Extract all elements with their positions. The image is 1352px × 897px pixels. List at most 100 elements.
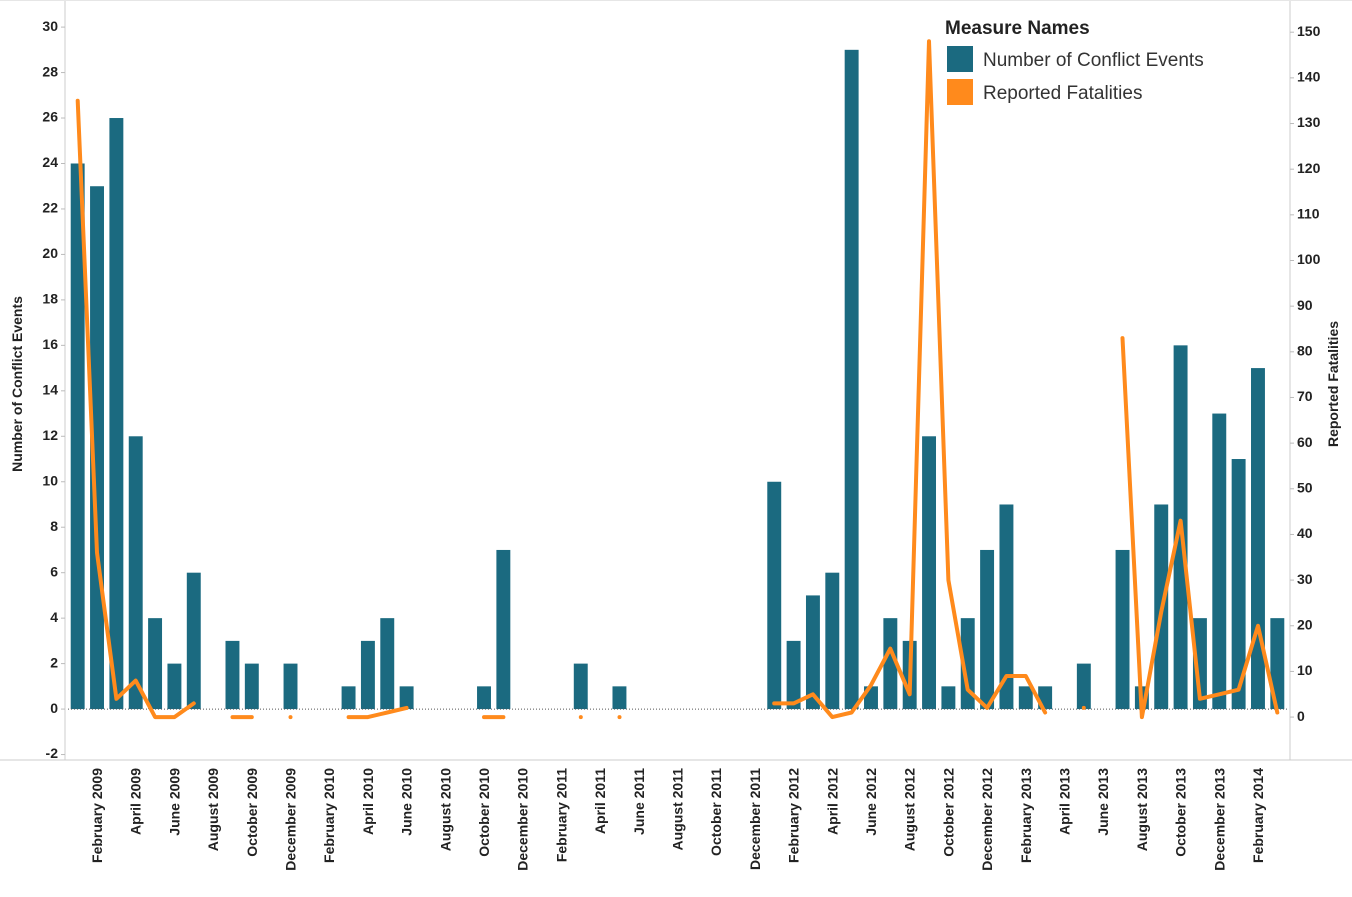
- y2-axis-title: Reported Fatalities: [1325, 321, 1341, 447]
- bar: [960, 618, 975, 710]
- y2-tick-label: 0: [1297, 708, 1305, 724]
- x-tick-label: December 2012: [979, 768, 995, 871]
- bar: [1018, 686, 1033, 710]
- bar: [1192, 618, 1207, 710]
- bar: [922, 436, 937, 710]
- x-tick-label: February 2011: [553, 768, 569, 862]
- y2-tick-label: 150: [1297, 23, 1321, 39]
- x-tick-label: February 2013: [1018, 768, 1034, 863]
- y-tick-label: 30: [42, 18, 58, 34]
- bar: [825, 572, 840, 710]
- y-tick-label: 2: [50, 654, 58, 670]
- y-tick-label: 26: [42, 109, 58, 125]
- bar: [283, 663, 298, 710]
- bar: [244, 663, 259, 710]
- x-tick-label: October 2012: [940, 768, 956, 857]
- x-tick-label: December 2013: [1211, 768, 1227, 871]
- bar: [1076, 663, 1091, 710]
- bar: [844, 49, 859, 710]
- x-tick-label: October 2011: [708, 768, 724, 856]
- bar: [1212, 413, 1227, 710]
- y-tick-label: 18: [42, 291, 58, 307]
- bar: [148, 618, 163, 710]
- x-tick-label: October 2010: [476, 768, 492, 857]
- y2-tick-label: 50: [1297, 479, 1313, 495]
- y-tick-label: 24: [42, 154, 58, 170]
- y2-tick-label: 30: [1297, 571, 1313, 587]
- bar: [70, 163, 85, 710]
- y-tick-label: 8: [50, 518, 58, 534]
- bar: [167, 663, 182, 710]
- legend-swatch: [947, 79, 973, 105]
- y-tick-label: 14: [42, 382, 58, 398]
- legend-label: Reported Fatalities: [983, 83, 1142, 104]
- y-tick-label: 28: [42, 63, 58, 79]
- bar: [786, 640, 801, 710]
- y2-tick-label: 70: [1297, 388, 1313, 404]
- x-tick-label: June 2012: [863, 768, 879, 836]
- y2-tick-label: 130: [1297, 114, 1321, 130]
- x-tick-label: June 2009: [166, 768, 182, 836]
- y2-tick-label: 100: [1297, 251, 1321, 267]
- x-tick-label: October 2013: [1173, 768, 1189, 857]
- x-tick-label: August 2010: [437, 768, 453, 851]
- y2-tick-label: 10: [1297, 662, 1313, 678]
- y2-tick-label: 90: [1297, 297, 1313, 313]
- bar: [341, 686, 356, 710]
- x-tick-label: February 2009: [89, 768, 105, 863]
- legend-swatch: [947, 46, 973, 72]
- y-tick-label: 16: [42, 336, 58, 352]
- x-tick-label: December 2011: [747, 768, 763, 870]
- bar: [1231, 459, 1246, 710]
- y2-tick-label: 120: [1297, 160, 1321, 176]
- bar: [186, 572, 201, 710]
- x-tick-label: April 2009: [128, 768, 144, 835]
- y-axis-title: Number of Conflict Events: [9, 296, 25, 472]
- y-tick-label: 0: [50, 700, 58, 716]
- x-tick-label: August 2011: [670, 768, 686, 851]
- bar: [399, 686, 414, 710]
- y2-tick-label: 110: [1297, 206, 1320, 222]
- bar: [128, 436, 143, 710]
- x-tick-label: February 2014: [1250, 768, 1266, 863]
- bar: [883, 618, 898, 710]
- bar: [1115, 549, 1130, 710]
- bar: [1270, 618, 1285, 710]
- bar: [573, 663, 588, 710]
- y-tick-label: 10: [42, 472, 58, 488]
- bar: [477, 686, 491, 710]
- legend-title: Measure Names: [945, 18, 1090, 39]
- bar: [496, 549, 511, 710]
- y2-tick-label: 40: [1297, 525, 1313, 541]
- x-tick-label: June 2013: [1095, 768, 1111, 836]
- y2-tick-label: 60: [1297, 434, 1313, 450]
- bar: [805, 595, 820, 710]
- y-tick-label: 20: [42, 245, 58, 261]
- bar: [360, 640, 375, 710]
- bar: [612, 686, 627, 710]
- bar: [225, 640, 240, 710]
- y-tick-label: 6: [50, 563, 58, 579]
- x-tick-label: April 2010: [360, 768, 376, 835]
- y-tick-label: 22: [42, 200, 58, 216]
- bar: [999, 504, 1014, 710]
- x-tick-label: April 2013: [1056, 768, 1072, 835]
- x-tick-label: February 2010: [321, 768, 337, 863]
- bar: [380, 618, 395, 710]
- y-tick-label: 12: [42, 427, 58, 443]
- x-tick-label: April 2012: [824, 768, 840, 835]
- y-tick-label: -2: [46, 745, 59, 761]
- x-tick-label: October 2009: [244, 768, 260, 857]
- x-tick-label: August 2012: [902, 768, 918, 851]
- bar: [109, 118, 124, 710]
- x-tick-label: April 2011: [592, 768, 608, 834]
- y2-tick-label: 80: [1297, 343, 1313, 359]
- y2-tick-label: 140: [1297, 69, 1321, 85]
- bar: [980, 549, 995, 710]
- y2-tick-label: 20: [1297, 616, 1313, 632]
- x-tick-label: June 2011: [631, 768, 647, 835]
- bar: [1251, 368, 1265, 710]
- bar: [941, 686, 956, 710]
